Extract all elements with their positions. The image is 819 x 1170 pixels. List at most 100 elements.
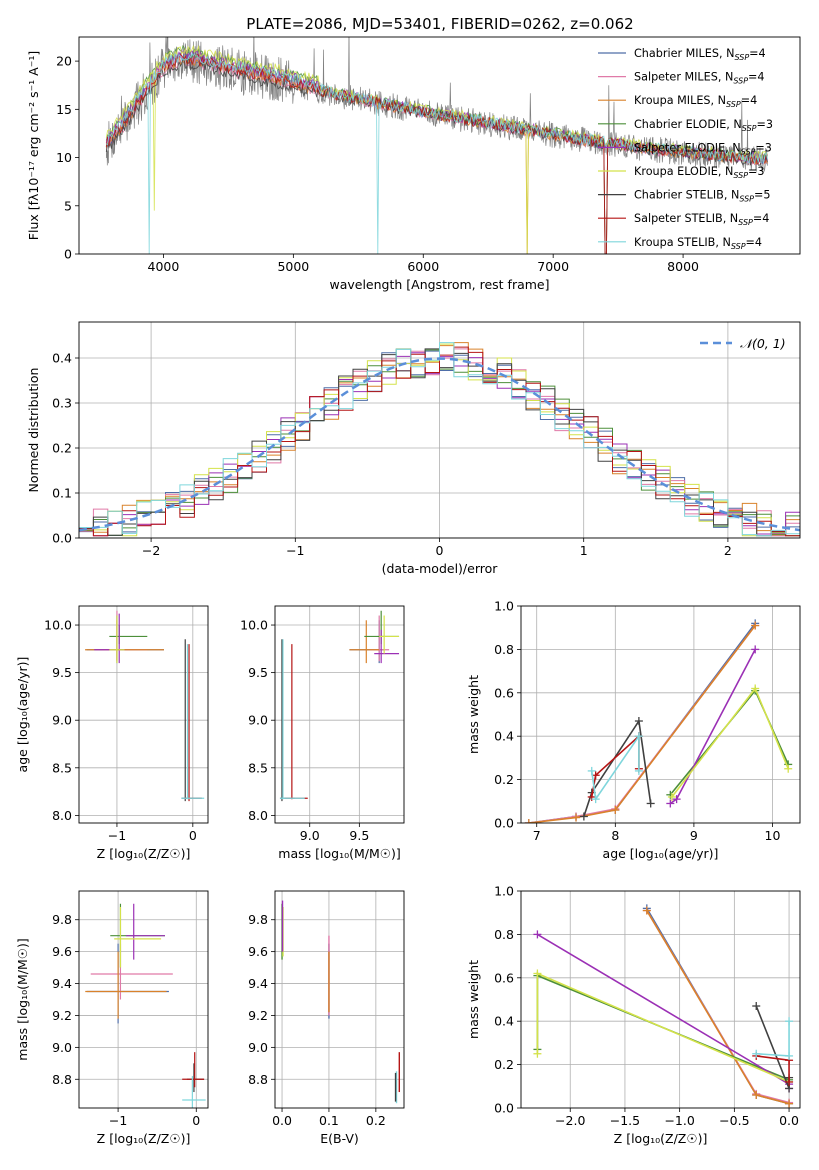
figure-title: PLATE=2086, MJD=53401, FIBERID=0262, z=0… [246, 15, 633, 33]
y-tick-label: 10.0 [240, 618, 268, 633]
x-tick-label: 7 [533, 828, 541, 843]
x-tick-label: 9.5 [349, 828, 369, 843]
x-axis-label: wavelength [Angstrom, rest frame] [329, 277, 549, 292]
plot-area-residuals [79, 322, 800, 538]
x-tick-label: 0.0 [779, 1113, 799, 1128]
plot-area-spectrum [105, 37, 768, 254]
y-tick-label: 1.0 [494, 599, 514, 614]
axes-frame [78, 321, 801, 539]
axes-frame [520, 890, 801, 1109]
legend-model-name: Salpeter MILES [634, 71, 718, 84]
y-axis-label: mass [log₁₀(M/M☉)] [15, 938, 30, 1060]
y-tick-label: 9.0 [248, 713, 268, 728]
y-tick-label: 8.8 [52, 1072, 72, 1087]
y-tick-label: 0.2 [494, 772, 514, 787]
x-tick-label: −1 [108, 828, 126, 843]
y-tick-label: 0.6 [494, 685, 514, 700]
legend-label: Kroupa ELODIE, NSSP=3 [634, 165, 765, 180]
plot-area-mass-vs-Z [79, 891, 208, 1108]
x-tick-label: 6000 [407, 259, 439, 274]
mass-weight-line-3 [669, 689, 789, 796]
axes-frame [78, 890, 209, 1109]
y-tick-label: 0.8 [494, 927, 514, 942]
x-tick-label: 0 [192, 1113, 200, 1128]
legend-model-name: Kroupa ELODIE [634, 165, 718, 178]
y-tick-label: 0.0 [52, 531, 72, 546]
legend-nssp: 5 [763, 189, 770, 202]
model-spectrum-8 [106, 52, 768, 254]
x-tick-label: −1 [286, 543, 304, 558]
panel-spectrum: 4000 5000 6000 7000 8000 0 5 10 15 20 wavelength [… [26, 36, 801, 292]
legend-label: Salpeter ELODIE, NSSP=3 [634, 141, 772, 156]
legend-nssp: 4 [755, 236, 762, 249]
x-axis-label: (data-model)/error [382, 561, 499, 576]
panel-massweight-vs-Z: −2.0 −1.5 −1.0 −0.5 0.0 0.0 0.2 0.4 0.6 0.8 1.0 Z [… [466, 884, 801, 1146]
mass-weight-line-1 [646, 910, 790, 1104]
legend-nssp: 4 [759, 47, 766, 60]
mass-weight-line-5 [671, 686, 789, 798]
y-tick-label: 9.2 [248, 1008, 268, 1023]
axes-frame [520, 605, 801, 824]
legend-model-name: Salpeter ELODIE [634, 141, 725, 154]
x-tick-label: 9.0 [300, 828, 320, 843]
legend-label: Chabrier MILES, NSSP=4 [634, 47, 766, 62]
gaussian-reference-curve [79, 357, 800, 532]
y-tick-label: 0.2 [494, 1057, 514, 1072]
axis-ticks-mass-vs-EBV: 0.0 0.1 0.2 8.8 9.0 9.2 9.4 9.6 9.8 [248, 912, 386, 1128]
panel-age-vs-Z: −1 0 8.0 8.5 9.0 9.5 10.0 Z [log₁₀(Z/Z☉)] age [l… [15, 605, 209, 861]
x-axis-label: mass [log₁₀(M/M☉)] [278, 846, 400, 861]
panel-mass-vs-Z: −1 0 8.8 9.0 9.2 9.4 9.6 9.8 Z [log₁₀(Z/Z☉)] mass… [15, 890, 209, 1146]
legend-label: Salpeter MILES, NSSP=4 [634, 71, 765, 86]
mass-weight-line-0 [646, 907, 790, 1105]
residual-histogram-7 [79, 346, 800, 537]
axis-ticks-mass-vs-Z: −1 0 8.8 9.0 9.2 9.4 9.6 9.8 [52, 912, 200, 1128]
x-tick-label: 1 [580, 543, 588, 558]
mass-weight-line-8 [590, 733, 640, 802]
legend-label: Kroupa STELIB, NSSP=4 [634, 236, 762, 251]
legend-label: Kroupa MILES, NSSP=4 [634, 94, 757, 109]
x-tick-label: 0.1 [319, 1113, 339, 1128]
y-tick-label: 1.0 [494, 884, 514, 899]
axis-ticks-residuals: −2 −1 0 1 2 0.0 0.1 0.2 0.3 0.4 [52, 351, 732, 559]
legend-nssp: 3 [765, 141, 772, 154]
y-tick-label: 0.4 [494, 729, 514, 744]
y-tick-label: 0.3 [52, 396, 72, 411]
axes-frame [274, 605, 405, 824]
mass-weight-line-2 [646, 910, 790, 1105]
observed-spectrum-line [105, 37, 768, 173]
panel-residuals: −2 −1 0 1 2 0.0 0.1 0.2 0.3 0.4 (data-model)/error… [26, 321, 801, 576]
axes-frame [274, 890, 405, 1109]
x-tick-label: 9 [690, 828, 698, 843]
y-tick-label: 9.0 [248, 1040, 268, 1055]
legend-model-name: Kroupa MILES [634, 94, 711, 107]
y-tick-label: 9.5 [52, 665, 72, 680]
x-tick-label: −1.0 [664, 1113, 694, 1128]
y-tick-label: 0.0 [494, 816, 514, 831]
y-tick-label: 9.2 [52, 1008, 72, 1023]
legend-model-name: Chabrier ELODIE [634, 118, 726, 131]
axes-frame [78, 36, 801, 255]
legend-model-name: Kroupa STELIB [634, 236, 715, 249]
y-axis-label: Normed distribution [26, 368, 41, 493]
axis-ticks-age-vs-Z: −1 0 8.0 8.5 9.0 9.5 10.0 [44, 618, 197, 843]
axis-ticks-massweight-vs-age: 7 8 9 10 0.0 0.2 0.4 0.6 0.8 1.0 [494, 599, 780, 844]
legend-nssp: 3 [757, 165, 764, 178]
mass-weight-line-2 [528, 625, 756, 823]
plot-area-massweight-vs-Z [521, 891, 800, 1108]
x-axis-label: E(B-V) [320, 1131, 359, 1146]
y-tick-label: 10.0 [44, 618, 72, 633]
plot-area-age-vs-mass [275, 606, 404, 823]
y-tick-label: 8.8 [248, 1072, 268, 1087]
model-spectrum-5 [105, 44, 768, 254]
y-tick-label: 20 [56, 54, 72, 69]
y-tick-label: 8.0 [248, 808, 268, 823]
x-tick-label: 8000 [667, 259, 699, 274]
x-axis-label: Z [log₁₀(Z/Z☉)] [97, 1131, 191, 1146]
x-tick-label: 0.2 [366, 1113, 386, 1128]
x-tick-label: 0 [436, 543, 444, 558]
y-tick-label: 9.4 [248, 976, 268, 991]
y-tick-label: 9.5 [248, 665, 268, 680]
gaussian-legend-label: 𝒩(0, 1) [740, 336, 786, 351]
legend-nssp: 4 [762, 212, 769, 225]
mass-weight-line-1 [528, 625, 756, 823]
